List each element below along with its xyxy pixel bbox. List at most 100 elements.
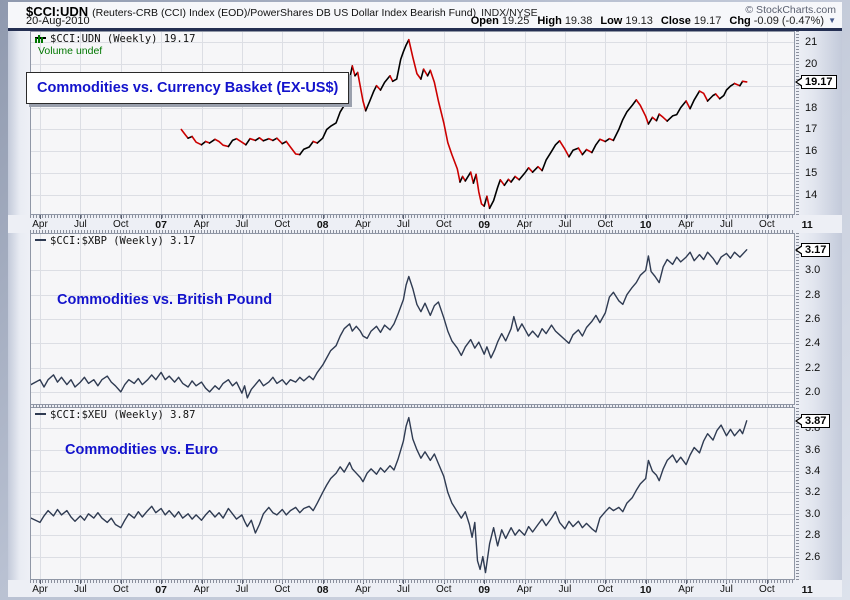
price-line (208, 138, 216, 144)
y-axis-label: 20 (805, 57, 818, 70)
x-tick-label: 09 (478, 584, 491, 596)
x-tick-label: Jul (235, 584, 249, 595)
y-axis-label: 21 (805, 35, 818, 48)
price-line (647, 116, 654, 125)
x-tick-label: 09 (478, 219, 491, 231)
x-tick-label: Jul (558, 219, 572, 230)
price-plot (31, 408, 794, 579)
weekly-ticks-row (30, 580, 795, 583)
price-line (714, 93, 721, 100)
price-line (741, 80, 748, 83)
price-callout-xbp: 3.17 (801, 242, 831, 257)
legend-text: $CCI:$XEU (Weekly) 3.87 (50, 409, 196, 421)
price-line (422, 68, 429, 77)
x-tick-label: 07 (155, 219, 167, 231)
x-tick-label: Apr (32, 584, 48, 595)
x-tick-label: Apr (193, 584, 210, 595)
x-tick-label: 10 (639, 584, 652, 596)
x-tick-label: Jul (720, 584, 733, 595)
panel3-legend: $CCI:$XEU (Weekly) 3.87 (35, 410, 195, 421)
x-tick-label: Oct (274, 219, 291, 230)
price-line (364, 84, 378, 112)
price-line (514, 175, 520, 181)
price-line (510, 175, 516, 183)
x-tick-label: Jul (235, 219, 249, 230)
right-axis-margin (795, 31, 842, 597)
line-swatch-icon (35, 239, 46, 241)
x-tick-label: Apr (355, 584, 371, 595)
panel2-legend: $CCI:$XBP (Weekly) 3.17 (35, 236, 195, 247)
price-line (739, 80, 744, 87)
price-line (655, 113, 660, 122)
quote-value: 19.13 (625, 15, 653, 27)
y-axis-label: 2.6 (805, 550, 821, 563)
y-axis-label: 3.4 (805, 465, 821, 478)
x-tick-label: Apr (678, 584, 694, 595)
volume-legend-row: Volume undef (35, 35, 195, 57)
quote-label: Low (600, 15, 623, 27)
x-tick-label: 10 (639, 219, 652, 231)
legend-row: $CCI:$XEU (Weekly) 3.87 (35, 410, 195, 421)
x-tick-label: Oct (112, 219, 129, 230)
price-line (499, 179, 506, 187)
x-tick-label: Oct (274, 584, 291, 595)
annotation-currency-basket: Commodities vs. Currency Basket (EX-US$) (26, 72, 350, 104)
title-line: $CCI:UDN (Reuters-CRB (CCI) Index (EOD)/P… (26, 3, 538, 19)
chg-dropdown-icon[interactable]: ▼ (828, 16, 836, 25)
header-divider (8, 28, 842, 31)
quote-label: Close (660, 15, 691, 27)
x-tick-label: Apr (193, 219, 210, 230)
x-tick-label: Oct (112, 584, 129, 595)
price-line (429, 69, 461, 183)
x-tick-label: Apr (678, 219, 694, 230)
y-ticks-column (796, 233, 799, 405)
price-plot (31, 32, 794, 214)
x-tick-label: 08 (316, 219, 329, 231)
price-line (612, 99, 638, 142)
x-tick-label: Oct (597, 584, 614, 595)
x-tick-label: Oct (436, 584, 452, 595)
price-callout-udn: 19.17 (801, 74, 837, 89)
price-line (651, 116, 658, 122)
price-line (200, 140, 207, 146)
quote-label: Open (470, 15, 499, 27)
price-line (379, 75, 391, 91)
x-tick-label: Oct (597, 219, 614, 230)
y-axis-label: 3.6 (805, 443, 821, 456)
price-line (689, 90, 701, 110)
quote-value: -0.09 (-0.47%) (753, 15, 825, 27)
price-line (391, 38, 410, 83)
x-tick-label: Oct (759, 219, 775, 230)
price-line (706, 93, 717, 102)
price-line (469, 171, 475, 184)
line-swatch-icon (35, 37, 46, 39)
quote-value: 19.17 (693, 15, 722, 27)
price-line (299, 140, 314, 156)
x-tick-label: Jul (720, 219, 733, 230)
x-tick-label: Oct (759, 584, 775, 595)
y-axis-label: 17 (805, 123, 818, 136)
price-line (285, 140, 301, 156)
price-callout-xeu: 3.87 (801, 413, 831, 428)
left-axis-margin (8, 31, 30, 597)
x-tick-label: Oct (436, 219, 452, 230)
stockcharts-copyright-link[interactable]: © StockCharts.com (745, 4, 836, 16)
price-line (245, 137, 251, 146)
price-line (718, 82, 736, 100)
y-axis-label: 3.0 (805, 264, 821, 277)
price-line (486, 195, 491, 210)
x-tick-label: Apr (516, 584, 533, 595)
x-tick-label: Jul (397, 219, 410, 230)
price-line (464, 171, 472, 182)
price-line (658, 113, 668, 122)
chart-workbench: $CCI:UDN (Reuters-CRB (CCI) Index (EOD)/P… (8, 2, 842, 597)
price-plot (31, 234, 794, 404)
price-line (351, 65, 356, 77)
y-axis-label: 16 (805, 145, 818, 158)
price-line (408, 38, 422, 80)
line-swatch-icon (35, 413, 46, 415)
y-ticks-column (796, 31, 799, 215)
x-tick-label: Jul (558, 584, 572, 595)
chart-header: $CCI:UDN (Reuters-CRB (CCI) Index (EOD)/P… (8, 2, 842, 31)
price-line (488, 179, 502, 210)
